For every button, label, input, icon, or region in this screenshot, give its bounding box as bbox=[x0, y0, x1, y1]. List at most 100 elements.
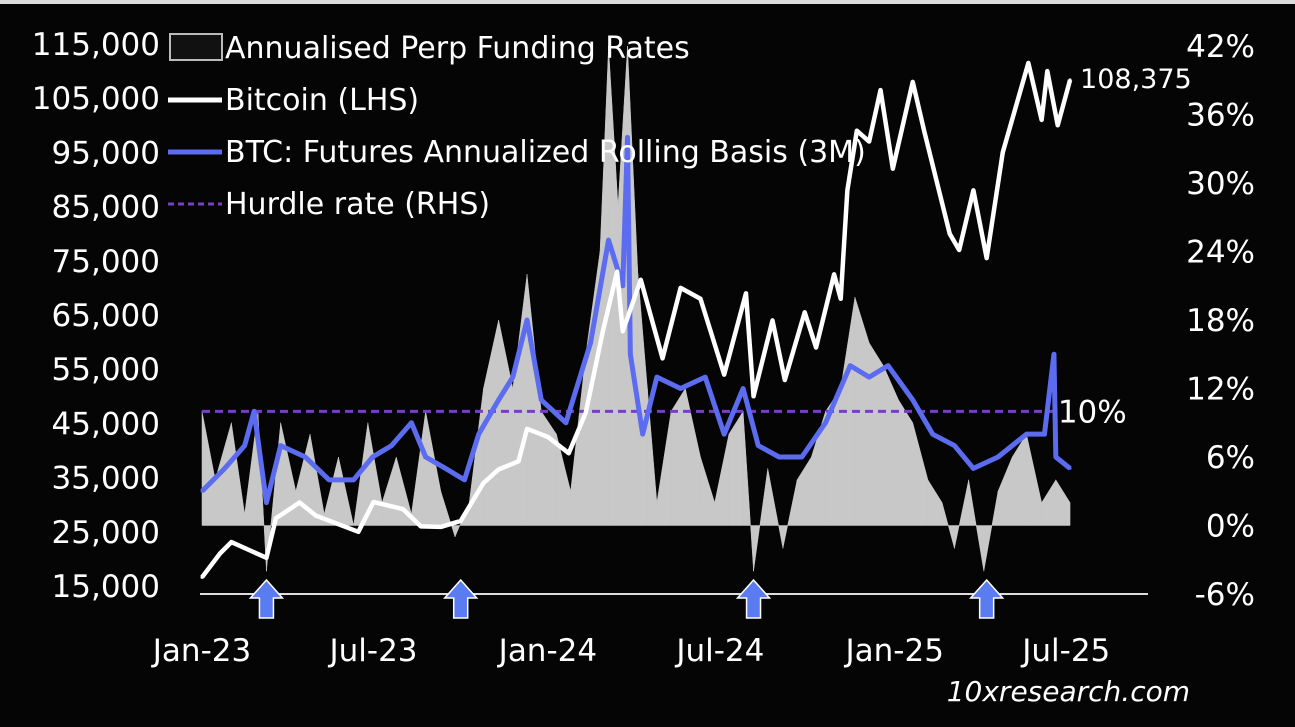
funding-area-segment bbox=[541, 410, 557, 526]
y-right-tick: 12% bbox=[1186, 372, 1255, 408]
funding-area-segment bbox=[742, 411, 754, 572]
y-left-tick: 85,000 bbox=[52, 190, 160, 226]
bitcoin-point bbox=[957, 248, 961, 252]
y-right-tick: 18% bbox=[1186, 303, 1255, 339]
bitcoin-point bbox=[567, 451, 571, 455]
x-tick: Jan-23 bbox=[151, 633, 251, 669]
funding-area-segment bbox=[1026, 434, 1042, 526]
bitcoin-point bbox=[298, 501, 302, 505]
bitcoin-point bbox=[879, 88, 883, 92]
basis-point bbox=[1042, 432, 1046, 436]
basis-point bbox=[952, 444, 956, 448]
bitcoin-point bbox=[971, 188, 975, 192]
bitcoin-point bbox=[584, 411, 588, 415]
basis-point bbox=[703, 375, 707, 379]
basis-point bbox=[996, 455, 1000, 459]
basis-point bbox=[539, 398, 543, 402]
basis-point bbox=[463, 478, 467, 482]
basis-point bbox=[1054, 455, 1058, 459]
basis-point bbox=[243, 444, 247, 448]
bitcoin-point bbox=[770, 318, 774, 322]
legend-label: Bitcoin (LHS) bbox=[225, 83, 419, 118]
funding-area-segment bbox=[912, 422, 929, 526]
up-arrow-icon bbox=[735, 578, 772, 619]
up-arrow-icon bbox=[443, 578, 479, 619]
funding-area-segment bbox=[700, 456, 715, 526]
basis-point bbox=[625, 135, 629, 139]
funding-area-segment bbox=[425, 411, 442, 526]
y-left-tick: 75,000 bbox=[52, 244, 160, 280]
basis-point bbox=[352, 478, 356, 482]
basis-point bbox=[223, 466, 227, 470]
legend-label: BTC: Futures Annualized Rolling Basis (3… bbox=[225, 135, 866, 170]
basis-point bbox=[756, 444, 760, 448]
bitcoin-point bbox=[401, 507, 405, 511]
bitcoin-point bbox=[439, 525, 443, 529]
funding-area-segment bbox=[927, 478, 943, 526]
bitcoin-point bbox=[814, 346, 818, 350]
bitcoin-last-value: 108,375 bbox=[1080, 64, 1192, 95]
legend: Annualised Perp Funding Rates Bitcoin (LH… bbox=[168, 31, 866, 222]
basis-point bbox=[741, 387, 745, 390]
bitcoin-point bbox=[832, 272, 836, 276]
bitcoin-point bbox=[525, 427, 529, 431]
basis-point bbox=[444, 466, 448, 470]
bitcoin-point bbox=[229, 540, 233, 544]
funding-area-segment bbox=[1011, 433, 1027, 526]
x-tick: Jul-23 bbox=[328, 633, 418, 669]
x-tick: Jul-24 bbox=[674, 633, 764, 669]
basis-point bbox=[607, 238, 611, 242]
bitcoin-point bbox=[419, 524, 423, 528]
basis-point bbox=[621, 284, 625, 288]
basis-point bbox=[200, 489, 204, 493]
bitcoin-point bbox=[867, 140, 871, 144]
bitcoin-point bbox=[546, 435, 550, 439]
basis-point bbox=[390, 444, 394, 448]
bitcoin-point bbox=[1040, 118, 1044, 122]
basis-point bbox=[589, 341, 593, 345]
bitcoin-point bbox=[517, 459, 521, 463]
x-tick: Jan-24 bbox=[497, 633, 597, 669]
x-tick: Jul-25 bbox=[1020, 633, 1110, 669]
basis-point bbox=[497, 398, 501, 402]
funding-area-segment bbox=[323, 456, 339, 526]
bitcoin-point bbox=[1068, 78, 1072, 82]
lines-layer: 10% 108,375 bbox=[200, 60, 1192, 579]
basis-point bbox=[303, 455, 307, 459]
watermark: 10xresearch.com bbox=[947, 675, 1190, 708]
basis-point bbox=[777, 455, 781, 459]
basis-point bbox=[564, 421, 568, 425]
funding-area-segment bbox=[338, 456, 354, 526]
up-arrow-icon bbox=[968, 578, 1005, 619]
basis-point bbox=[264, 501, 268, 505]
funding-area-segment bbox=[381, 456, 397, 526]
bitcoin-point bbox=[783, 378, 787, 382]
funding-area-segment bbox=[941, 502, 955, 549]
bitcoin-point bbox=[911, 80, 915, 84]
basis-point bbox=[327, 478, 331, 482]
y-left-tick: 35,000 bbox=[52, 461, 160, 497]
bitcoin-point bbox=[679, 286, 683, 290]
funding-area-segment bbox=[782, 479, 798, 549]
y-right-tick: 30% bbox=[1186, 166, 1255, 202]
bitcoin-point bbox=[752, 394, 756, 398]
bitcoin-point bbox=[264, 556, 268, 560]
basis-point bbox=[722, 432, 726, 436]
bitcoin-point bbox=[661, 356, 665, 360]
basis-point bbox=[424, 455, 428, 459]
y-right-tick: -6% bbox=[1195, 577, 1255, 613]
x-tick: Jan-25 bbox=[844, 633, 944, 669]
basis-point bbox=[477, 432, 481, 436]
bitcoin-point bbox=[621, 329, 625, 333]
y-left-tick: 115,000 bbox=[32, 27, 160, 63]
y-right-tick: 24% bbox=[1186, 235, 1255, 271]
bitcoin-point bbox=[1026, 61, 1030, 65]
basis-point bbox=[252, 409, 256, 413]
y-right-tick: 6% bbox=[1206, 440, 1255, 476]
funding-area-segment bbox=[898, 399, 913, 526]
basis-point bbox=[886, 364, 890, 368]
y-right-tick: 36% bbox=[1186, 98, 1255, 134]
bitcoin-point bbox=[839, 297, 843, 301]
up-arrow-icon bbox=[248, 578, 285, 619]
bitcoin-point bbox=[845, 188, 849, 192]
